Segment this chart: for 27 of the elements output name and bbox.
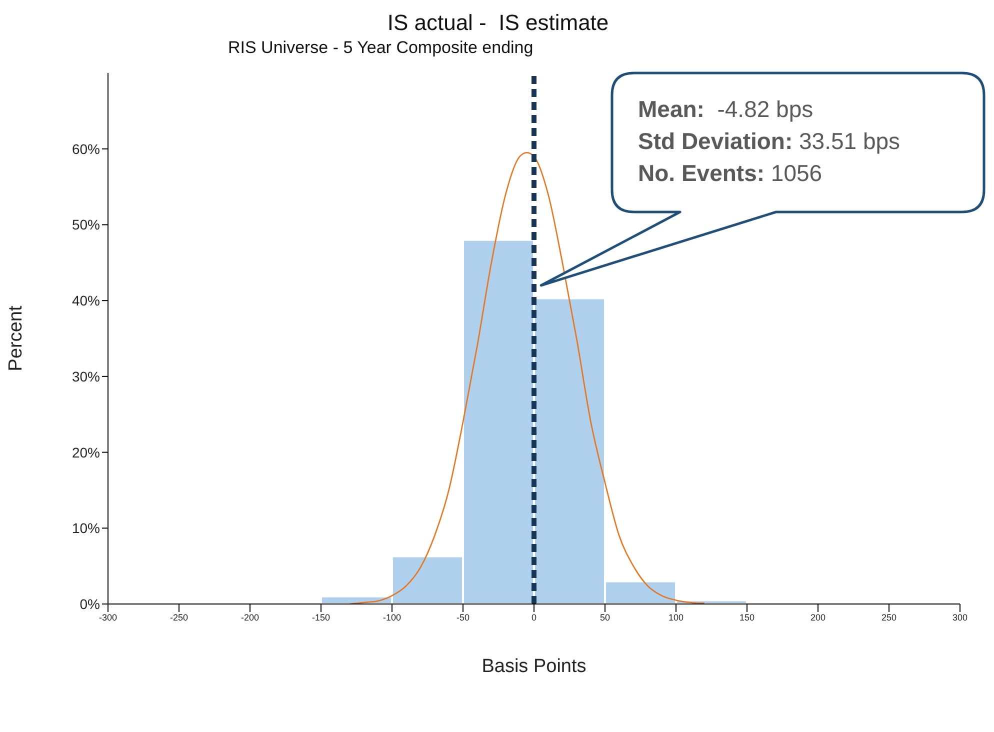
- x-axis-title: Basis Points: [482, 656, 586, 677]
- y-tick-label: 20%: [72, 444, 100, 460]
- y-tick-label: 40%: [72, 292, 100, 309]
- x-tick-label: 250: [881, 612, 897, 622]
- x-tick-label: 50: [600, 612, 610, 622]
- y-tick-label: 0%: [80, 596, 100, 612]
- x-tick-label: 100: [668, 612, 684, 622]
- y-tick-label: 50%: [72, 216, 100, 233]
- x-tick-label: 200: [810, 612, 826, 622]
- annotation: No. Events: 1056: [638, 159, 824, 188]
- chart-title: IS actual - IS estimate: [386, 10, 610, 36]
- x-tick-label: -300: [98, 612, 118, 622]
- x-tick-label: 0: [531, 612, 537, 622]
- x-tick-label: -250: [170, 612, 188, 622]
- chart-subtitle: RIS Universe - 5 Year Composite ending: [228, 38, 534, 58]
- annotation: Mean: -4.82 bps: [638, 95, 814, 124]
- y-tick-label: 30%: [72, 368, 100, 384]
- x-tick-label: -100: [382, 612, 402, 622]
- annotation: Std Deviation: 33.51 bps: [638, 127, 900, 156]
- x-tick-label: -150: [312, 612, 330, 622]
- y-axis-title: Percent: [6, 305, 27, 372]
- x-tick-label: -200: [240, 612, 260, 622]
- x-tick-label: 300: [952, 612, 968, 622]
- x-tick-label: -50: [456, 612, 470, 622]
- x-tick-label: 150: [739, 612, 755, 622]
- y-tick-label: 10%: [72, 520, 100, 536]
- y-tick-label: 60%: [72, 140, 100, 157]
